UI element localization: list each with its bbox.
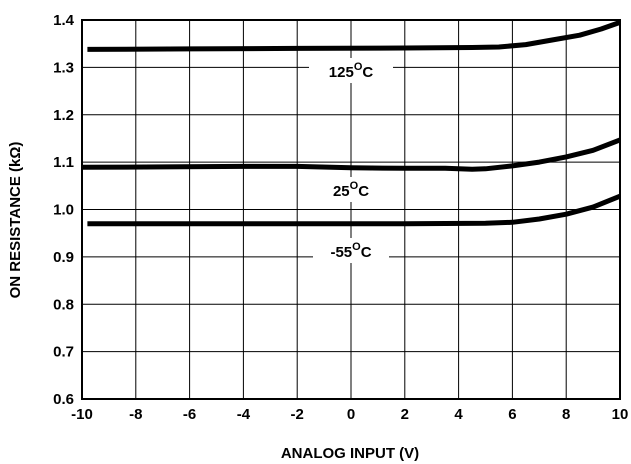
series-line <box>87 20 621 52</box>
x-tick-label: -8 <box>129 406 142 423</box>
x-tick-label: 8 <box>562 406 570 423</box>
series-line <box>81 137 621 172</box>
y-tick-label: 0.8 <box>53 296 74 313</box>
y-tick-label: 0.6 <box>53 391 74 408</box>
curve-label: -55OC <box>330 241 371 261</box>
x-tick-label: 6 <box>508 406 516 423</box>
x-tick-label: 10 <box>612 406 629 423</box>
series-group <box>81 20 621 227</box>
curve-label: 25OC <box>333 180 369 200</box>
x-tick-label: -6 <box>183 406 196 423</box>
tick-labels: -10 -8 -6 -4 -2 0 2 4 6 8 10 0.6 0.7 0.8 0.9 1.0 1.1 1.2 1… <box>53 12 628 423</box>
y-tick-label: 1.2 <box>53 107 74 124</box>
y-axis-title: ON RESISTANCE (kΩ) <box>7 142 24 299</box>
plot-frame <box>81 19 621 400</box>
y-tick-label: 1.3 <box>53 59 74 76</box>
curve-labels: 125OC 25OC -55OC <box>309 58 393 263</box>
y-tick-label: 1.4 <box>53 12 75 29</box>
y-tick-label: 0.9 <box>53 249 74 266</box>
curve-label: 125OC <box>329 61 374 81</box>
series-line <box>87 193 621 227</box>
x-axis-title: ANALOG INPUT (V) <box>281 445 419 462</box>
y-tick-label: 0.7 <box>53 344 74 361</box>
x-tick-label: -10 <box>71 406 93 423</box>
x-tick-label: 0 <box>347 406 355 423</box>
x-tick-label: 4 <box>454 406 463 423</box>
x-tick-label: -2 <box>291 406 304 423</box>
curve-label-background <box>313 238 389 263</box>
y-tick-label: 1.0 <box>53 202 74 219</box>
curve-label-background <box>309 58 393 83</box>
x-tick-label: 2 <box>401 406 409 423</box>
grid <box>81 19 621 400</box>
y-tick-label: 1.1 <box>53 154 74 171</box>
x-tick-label: -4 <box>237 406 251 423</box>
curve-label-background <box>318 177 384 202</box>
